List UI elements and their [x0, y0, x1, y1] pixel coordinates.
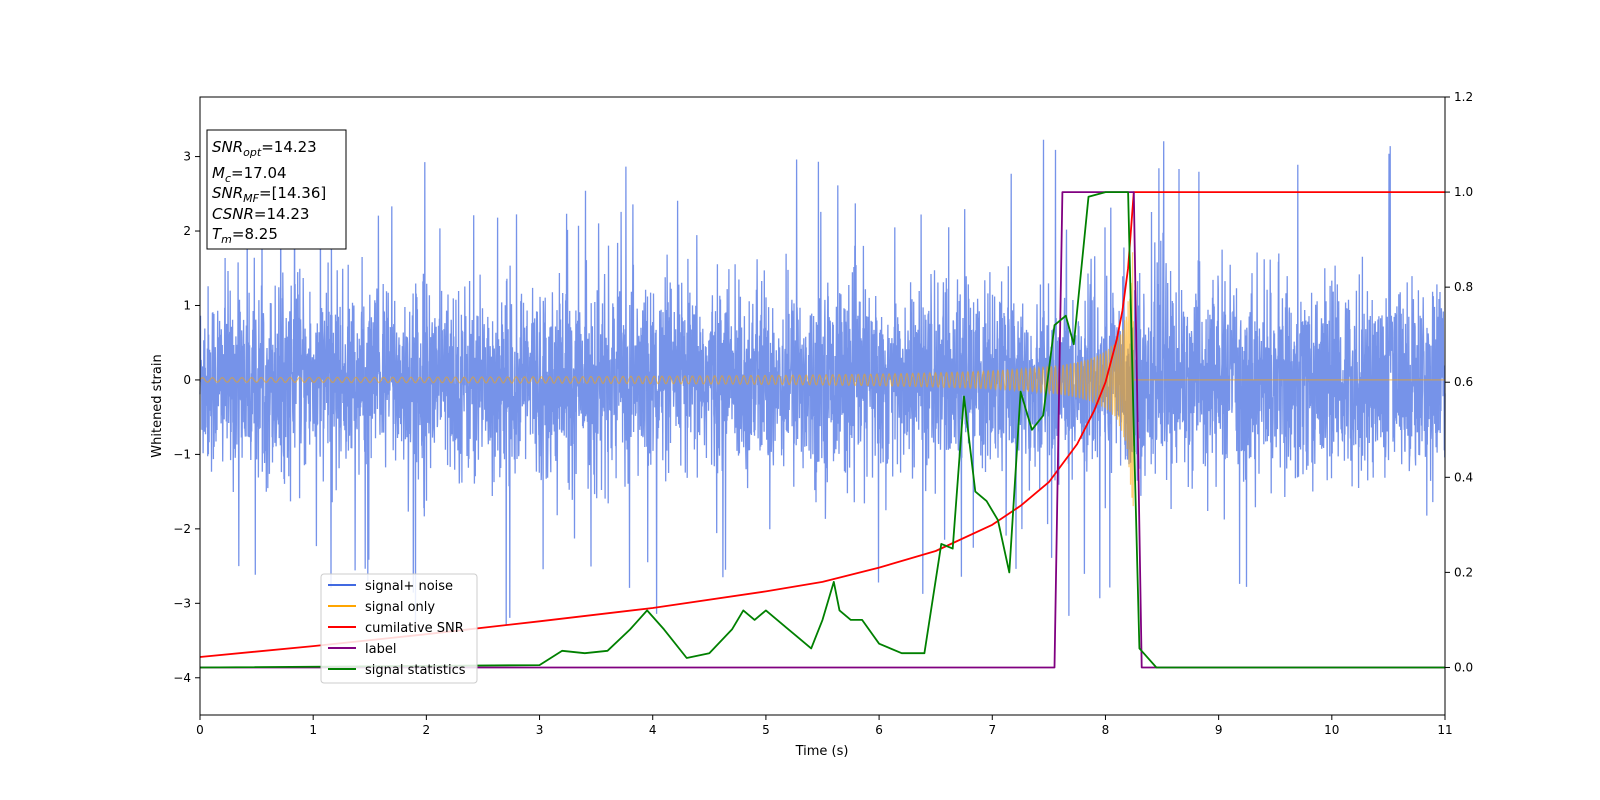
noise-series-layer [199, 137, 1446, 626]
x-tick-label: 0 [196, 723, 204, 737]
y-axis-left: −4 −3 −2 −1 0 1 2 3 [173, 150, 200, 685]
legend-frame [320, 573, 478, 684]
signal-series-layer [199, 252, 1445, 507]
y-right-tick-label: 1.2 [1454, 90, 1473, 104]
y-left-tick-label: 3 [183, 150, 191, 164]
x-tick-label: 9 [1215, 723, 1223, 737]
y-left-tick-label: −2 [173, 522, 191, 536]
y-right-tick-label: 0.8 [1454, 280, 1473, 294]
y-left-tick-label: −4 [173, 671, 191, 685]
right-axis-series-layer [199, 191, 1445, 669]
y-right-tick-label: 0.0 [1454, 660, 1473, 674]
series-signal-statistics-line [199, 191, 1445, 669]
info-snr-mf: SNRMF=[14.36] [212, 184, 326, 205]
x-tick-label: 5 [762, 723, 770, 737]
plot-frame [199, 96, 1446, 716]
x-tick-label: 7 [988, 723, 996, 737]
x-tick-label: 4 [649, 723, 657, 737]
y-left-tick-label: −3 [173, 596, 191, 610]
legend-label-cumulative-snr: cumilative SNR [365, 621, 464, 636]
series-cumulative-snr-line [199, 191, 1445, 658]
y-left-tick-label: 1 [183, 298, 191, 312]
x-tick-label: 11 [1437, 723, 1452, 737]
y-right-tick-label: 0.4 [1454, 470, 1473, 484]
info-tm: Tm=8.25 [212, 225, 278, 246]
x-tick-label: 2 [423, 723, 431, 737]
legend-label-label: label [365, 642, 396, 657]
x-tick-label: 3 [536, 723, 544, 737]
series-signal-only-line [199, 252, 1445, 507]
legend-label-signal-statistics: signal statistics [365, 663, 466, 678]
y-right-tick-label: 0.6 [1454, 375, 1473, 389]
y-left-tick-label: 0 [183, 373, 191, 387]
y-right-tick-label: 0.2 [1454, 565, 1473, 579]
x-axis: 0 1 2 3 4 5 6 7 8 9 10 11 [196, 715, 1453, 737]
y-axis-label: Whitened strain [150, 354, 165, 457]
legend-label-signal-noise: signal+ noise [365, 579, 453, 594]
info-snr-opt: SNRopt=14.23 [212, 138, 317, 159]
y-axis-right: 0.0 0.2 0.4 0.6 0.8 1.0 1.2 [1445, 90, 1473, 674]
legend: signal+ noise signal only cumilative SNR… [320, 573, 478, 684]
y-left-tick-label: 2 [183, 224, 191, 238]
info-box: SNRopt=14.23 Mc=17.04 SNRMF=[14.36] CSNR… [206, 129, 347, 250]
series-signal-noise-line [199, 137, 1446, 626]
x-tick-label: 1 [309, 723, 317, 737]
info-box-frame [206, 129, 347, 250]
info-csnr: CSNR=14.23 [212, 205, 309, 223]
y-left-tick-label: −1 [173, 447, 191, 461]
y-right-tick-label: 1.0 [1454, 185, 1473, 199]
legend-label-signal-only: signal only [365, 600, 435, 615]
x-tick-label: 8 [1102, 723, 1110, 737]
x-axis-label: Time (s) [795, 744, 849, 759]
x-tick-label: 10 [1324, 723, 1339, 737]
info-mc: Mc=17.04 [212, 164, 287, 185]
x-tick-label: 6 [875, 723, 883, 737]
